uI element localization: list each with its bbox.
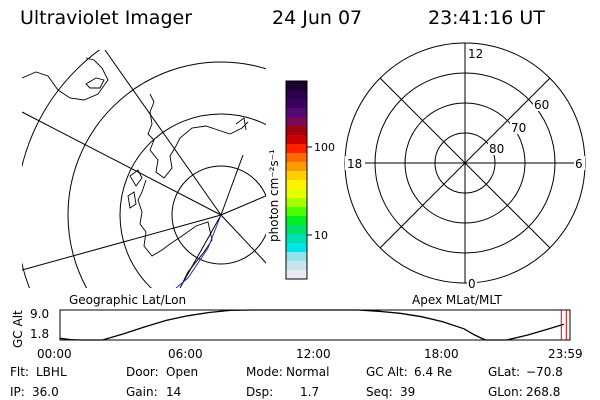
latitude-circle — [119, 113, 266, 288]
time-tick-label-2359: 23:59 — [548, 347, 583, 361]
gain-value: 14 — [166, 385, 181, 399]
colorbar-swatch — [286, 180, 307, 190]
colorbar-swatch — [286, 81, 307, 91]
colorbar-swatch — [286, 198, 307, 208]
colorbar-swatch — [286, 126, 307, 136]
instrument-title: Ultraviolet Imager — [20, 7, 192, 29]
mlt-label-12: 12 — [468, 47, 483, 61]
colorbar: 100 10 photon cm⁻²s⁻¹ — [267, 80, 335, 280]
mlat-label-80: 80 — [489, 142, 504, 156]
observation-date: 24 Jun 07 — [272, 7, 362, 29]
time-tick-label-0600: 06:00 — [168, 347, 203, 361]
colorbar-tick-label-100: 100 — [314, 141, 335, 154]
colorbar-swatch — [286, 216, 307, 226]
colorbar-swatch — [286, 171, 307, 181]
time-tick-label-1800: 18:00 — [424, 347, 459, 361]
colorbar-tick-label-10: 10 — [314, 229, 328, 242]
meridian-line — [179, 214, 222, 288]
latitude-circle — [22, 50, 101, 288]
polar-labels: 12 18 6 0 60 70 80 — [345, 46, 585, 291]
colorbar-swatch — [286, 99, 307, 109]
colorbar-swatch — [286, 153, 307, 163]
geo-lon-value: 268.8 — [526, 385, 560, 399]
geo-lat-value: −70.8 — [526, 365, 563, 379]
nadir-track — [175, 214, 222, 288]
colorbar-unit-label: photon cm⁻²s⁻¹ — [267, 149, 281, 242]
colorbar-swatch — [286, 252, 307, 262]
colorbar-swatch — [286, 261, 307, 271]
colorbar-swatch — [286, 117, 307, 127]
colorbar-swatch — [286, 207, 307, 217]
dsp-label: Dsp: — [246, 385, 273, 399]
coastline-antarctic-peninsula — [127, 93, 249, 285]
mode-label: Mode: — [246, 365, 283, 379]
magnetic-polar-grid — [344, 42, 586, 284]
gc-alt-label: GC Alt: — [366, 365, 408, 379]
colorbar-swatch — [286, 225, 307, 235]
colorbar-swatch — [286, 270, 307, 280]
mlat-label-60: 60 — [534, 98, 549, 112]
meridian-line — [220, 195, 266, 216]
filter-value: LBHL — [36, 365, 67, 379]
mlt-label-6: 6 — [575, 157, 583, 171]
altitude-plot: GC Alt 9.0 1.8 00:00 06:00 12:00 18:00 2… — [11, 307, 583, 361]
altitude-tick-label-min: 1.8 — [30, 327, 49, 341]
coastline-south-america — [22, 57, 109, 101]
right-map-caption: Apex MLat/MLT — [412, 293, 502, 307]
meridian-line — [220, 214, 266, 264]
geo-lat-label: GLat: — [488, 365, 520, 379]
gain-label: Gain: — [126, 385, 158, 399]
gc-alt-value: 6.4 Re — [414, 365, 452, 379]
ip-value: 36.0 — [32, 385, 59, 399]
time-tick-label-0000: 00:00 — [37, 347, 72, 361]
altitude-axis-label: GC Alt — [11, 310, 25, 348]
colorbar-swatch — [286, 243, 307, 253]
door-label: Door: — [126, 365, 159, 379]
altitude-series-line — [59, 309, 564, 341]
mlt-label-0: 0 — [468, 277, 476, 291]
colorbar-frame — [285, 80, 308, 280]
altitude-plot-frame — [59, 309, 571, 341]
colorbar-swatch — [286, 108, 307, 118]
colorbar-swatch — [286, 162, 307, 172]
ip-label: IP: — [10, 385, 25, 399]
meridian-line — [22, 214, 222, 271]
current-time-marker — [560, 310, 567, 340]
mode-value: Normal — [286, 365, 329, 379]
geographic-map — [22, 50, 266, 288]
altitude-tick-label-max: 9.0 — [30, 307, 49, 321]
time-tick-label-1200: 12:00 — [296, 347, 331, 361]
mlt-label-18: 18 — [347, 157, 362, 171]
status-footer: Flt: LBHL IP: 36.0 Door: Open Gain: 14 M… — [10, 365, 563, 399]
colorbar-swatch — [286, 189, 307, 199]
observation-time: 23:41:16 UT — [428, 7, 545, 29]
colorbar-swatch — [286, 90, 307, 100]
colorbar-swatch — [286, 234, 307, 244]
mlt-diagonal — [379, 77, 551, 249]
filter-label: Flt: — [10, 365, 29, 379]
mlat-label-70: 70 — [511, 121, 526, 135]
left-map-caption: Geographic Lat/Lon — [69, 293, 186, 307]
latitude-circle — [171, 165, 266, 265]
door-value: Open — [166, 365, 198, 379]
seq-label: Seq: — [366, 385, 393, 399]
meridian-line — [220, 154, 244, 216]
dsp-value: 1.7 — [300, 385, 319, 399]
colorbar-swatch — [286, 135, 307, 145]
seq-value: 39 — [400, 385, 415, 399]
latitude-circle — [67, 61, 266, 288]
geo-lon-label: GLon: — [488, 385, 523, 399]
colorbar-swatch — [286, 144, 307, 154]
meridian-line — [104, 50, 222, 216]
meridian-line — [22, 111, 222, 216]
